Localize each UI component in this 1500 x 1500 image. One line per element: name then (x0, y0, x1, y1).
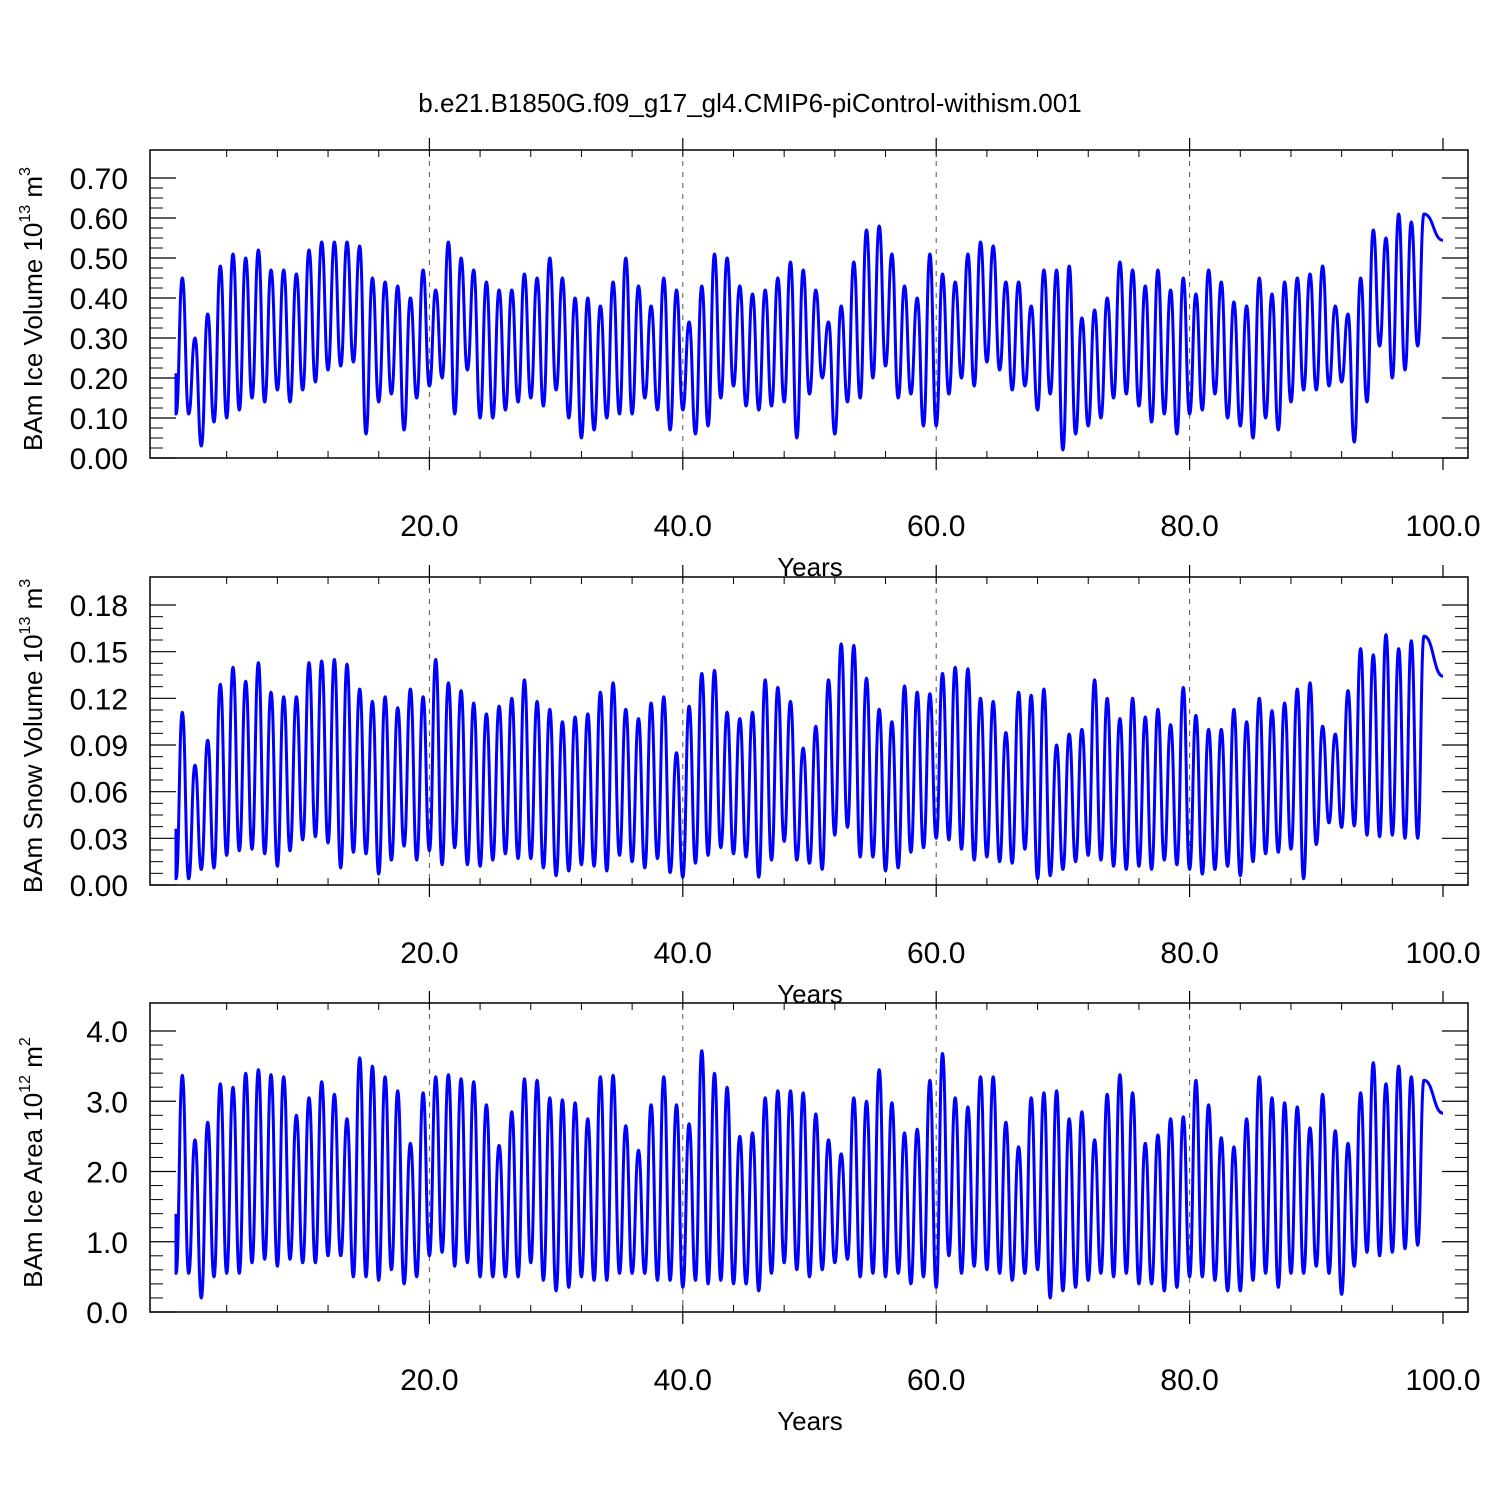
y-tick-label: 0.00 (70, 443, 128, 476)
y-axis-title: BAm Snow Volume 1013 m3 (17, 579, 48, 893)
y-tick-label: 0.03 (70, 823, 128, 856)
y-tick-label: 0.06 (70, 777, 128, 810)
y-tick-label: 0.00 (70, 870, 128, 903)
x-tick-label: 100.0 (1405, 937, 1480, 970)
y-tick-label: 0.10 (70, 403, 128, 436)
x-tick-label: 80.0 (1160, 937, 1218, 970)
y-tick-label: 0.70 (70, 163, 128, 196)
x-tick-label: 40.0 (654, 510, 712, 543)
series-line (174, 633, 1444, 881)
y-tick-label: 0.18 (70, 590, 128, 623)
y-tick-label: 4.0 (86, 1016, 128, 1049)
chart-panel-1: 20.0 40.0 60.0 80.0 100.0 0.00 0.10 0.20 0.30 0.4… (17, 138, 1481, 582)
x-tick-label: 80.0 (1160, 1364, 1218, 1397)
y-tick-label: 0.60 (70, 203, 128, 236)
x-tick-label: 40.0 (654, 937, 712, 970)
y-tick-label: 0.09 (70, 730, 128, 763)
chart-panel-2: 20.0 40.0 60.0 80.0 100.0 0.00 0.03 0.06 0.09 0.1… (17, 565, 1481, 1009)
y-tick-label: 1.0 (86, 1227, 128, 1260)
x-tick-label: 60.0 (907, 510, 965, 543)
x-tick-label: 20.0 (400, 510, 458, 543)
y-axis-title: BAm Ice Volume 1013 m3 (17, 167, 48, 451)
y-tick-label: 0.20 (70, 363, 128, 396)
y-tick-label: 2.0 (86, 1157, 128, 1190)
plot-frame (149, 1002, 1469, 1313)
chart-panel-3: 20.0 40.0 60.0 80.0 100.0 0.0 1.0 2.0 3.0 4.0 Year… (17, 991, 1481, 1436)
series-line (174, 212, 1444, 452)
y-tick-label: 0.12 (70, 683, 128, 716)
x-tick-label: 40.0 (654, 1364, 712, 1397)
x-tick-label: 100.0 (1405, 1364, 1480, 1397)
y-tick-label: 0.30 (70, 323, 128, 356)
y-tick-label: 3.0 (86, 1086, 128, 1119)
figure-title: b.e21.B1850G.f09_g17_gl4.CMIP6-piControl… (418, 88, 1081, 118)
y-axis-title: BAm Ice Area 1012 m2 (17, 1037, 48, 1288)
y-tick-label: 0.40 (70, 283, 128, 316)
y-tick-label: 0.50 (70, 243, 128, 276)
x-axis-title: Years (777, 1406, 843, 1436)
plot-frame (149, 149, 1469, 459)
x-tick-label: 100.0 (1405, 510, 1480, 543)
x-tick-label: 20.0 (400, 937, 458, 970)
y-tick-label: 0.0 (86, 1297, 128, 1330)
y-tick-label: 0.15 (70, 637, 128, 670)
x-tick-label: 80.0 (1160, 510, 1218, 543)
x-axis-title: Years (777, 979, 843, 1009)
plot-frame (149, 576, 1469, 886)
x-tick-label: 60.0 (907, 937, 965, 970)
x-tick-label: 20.0 (400, 1364, 458, 1397)
series-line (174, 1049, 1444, 1300)
x-tick-label: 60.0 (907, 1364, 965, 1397)
